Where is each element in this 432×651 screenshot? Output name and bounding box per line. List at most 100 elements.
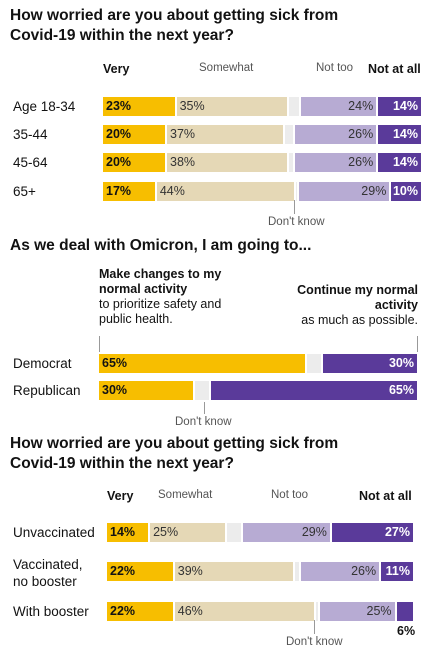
bar-segment [176,97,287,116]
chart1-header-somewhat: Somewhat [199,62,254,74]
row-label: 65+ [13,184,36,199]
bar-segment [381,562,413,581]
bar-segment [150,523,226,542]
bar-segment [295,153,377,172]
chart2-right-label-bold: Continue my normal activity [297,283,418,312]
chart2-left-tick [99,336,100,352]
data-label: 27% [384,525,410,539]
chart1-title: How worried are you about getting sick f… [10,7,339,44]
bar-segment [307,354,321,373]
bar-segment [242,523,330,542]
row-label: With booster [13,604,89,619]
bar-segment [288,97,300,116]
data-label: 37% [170,127,196,141]
bar-segment [391,182,421,201]
bar-segment [295,125,377,144]
data-label: 14% [392,99,418,113]
bar-segment [174,562,293,581]
chart2-right-label-rest: as much as possible. [301,313,418,327]
bar-segment [174,602,315,621]
bar-segment [301,97,377,116]
data-label: 22% [110,604,136,618]
data-label: 14% [392,127,418,141]
data-label: 24% [348,99,374,113]
chart3-header-very: Very [107,489,134,503]
data-label: 25% [366,604,392,618]
bar-segment [107,562,173,581]
chart1-dont-know-label: Don't know [268,216,325,228]
chart3-title: How worried are you about getting sick f… [10,435,339,472]
bar-segment [301,562,380,581]
bar-segment [299,182,390,201]
data-label: 29% [301,525,327,539]
data-label: 44% [159,184,185,198]
bar-segment [288,153,293,172]
bar-segment [167,153,287,172]
row-label-line: no booster [13,574,77,589]
bar-segment [316,602,318,621]
chart2-right-label: Continue my normal activity as much as p… [278,283,418,328]
bar-segment [195,381,209,400]
chart1-header-not-too: Not too [316,62,354,74]
bar-segment [294,562,300,581]
data-label: 20% [106,127,132,141]
chart2-title: As we deal with Omicron, I am going to..… [10,237,312,254]
data-label: 30% [388,356,414,370]
bar-segment [103,125,165,144]
bar-segment [103,182,155,201]
chart3-dont-know-label: Don't know [286,636,343,648]
chart3-dont-know-tick [314,620,315,634]
row-label: 35-44 [13,127,48,142]
data-label: 23% [106,99,132,113]
bar-segment [378,97,421,116]
bar-segment [323,354,417,373]
bar-segment [99,381,193,400]
bar-segment [378,125,421,144]
bar-segment [319,602,395,621]
data-label: 14% [392,155,418,169]
data-label: 22% [110,564,136,578]
row-label: Age 18-34 [13,99,76,114]
row-label: Vaccinated, no booster [13,556,83,590]
data-label: 65% [388,383,414,397]
bar-segment [211,381,417,400]
bar-segment [331,523,413,542]
bar-segment [103,97,175,116]
data-label: 14% [110,525,136,539]
bar-segment [107,602,173,621]
chart1-header-not-at-all: Not at all [368,62,421,76]
chart2-right-tick [417,336,418,352]
bar-segment [103,153,165,172]
chart3-header-somewhat: Somewhat [158,489,213,501]
data-label: 26% [348,127,374,141]
data-label: 46% [177,604,203,618]
row-label: Republican [13,383,81,398]
chart3-header-not-too: Not too [271,489,309,501]
bar-segment [378,153,421,172]
data-label: 11% [385,564,410,578]
chart3-header-not-at-all: Not at all [359,489,412,503]
data-label: 39% [177,564,203,578]
bar-segment [296,182,298,201]
chart2-left-label-bold: Make changes to my normal activity [99,267,222,296]
bar-segment [107,523,149,542]
bar-segment [227,523,241,542]
chart1-header-very: Very [103,62,130,76]
row-label: 45-64 [13,155,48,170]
data-label: 30% [102,383,128,397]
row-label: Democrat [13,356,72,371]
data-label: 26% [351,564,377,578]
chart2-dont-know-label: Don't know [175,416,232,428]
data-label: 35% [179,99,205,113]
data-label: 10% [392,184,418,198]
data-label: 38% [170,155,196,169]
chart2-left-label: Make changes to my normal activity to pr… [99,267,249,327]
bar-segment [156,182,295,201]
row-label-line: Vaccinated, [13,557,83,572]
data-label: 20% [106,155,132,169]
bar-segment [167,125,284,144]
data-label: 17% [106,184,132,198]
chart2-left-label-rest: to prioritize safety and public health. [99,297,222,326]
data-label: 29% [361,184,387,198]
data-label: 65% [102,356,128,370]
